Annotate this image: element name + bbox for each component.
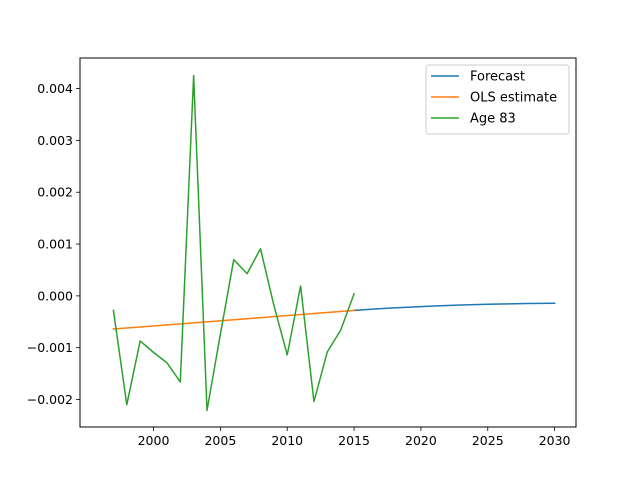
legend-box xyxy=(425,64,570,135)
x-tick-label: 2005 xyxy=(204,433,236,448)
series-line-1 xyxy=(353,302,556,312)
y-axis: −0.002 −0.001 0.000 0.001 0.002 0.003 0.004 xyxy=(27,81,80,407)
y-tick-label: 0.000 xyxy=(37,288,73,303)
y-tick-label: −0.002 xyxy=(27,392,73,407)
x-tick-label: 2020 xyxy=(405,433,437,448)
legend-label: OLS estimate xyxy=(470,91,557,106)
y-tick-label: 0.002 xyxy=(37,185,73,200)
y-tick-label: 0.001 xyxy=(37,237,73,252)
y-tick-label: −0.001 xyxy=(27,340,73,355)
series-line-3 xyxy=(112,74,356,412)
y-tick-label: 0.003 xyxy=(37,133,73,148)
y-tick-label: 0.004 xyxy=(37,81,73,96)
legend-label: Forecast xyxy=(470,70,525,85)
x-tick-label: 2010 xyxy=(271,433,303,448)
series-layer xyxy=(112,74,556,412)
x-tick-label: 2025 xyxy=(472,433,504,448)
legend-label: Age 83 xyxy=(470,112,516,127)
series-line-2 xyxy=(112,309,355,330)
x-tick-label: 2015 xyxy=(338,433,370,448)
x-tick-label: 2030 xyxy=(539,433,571,448)
legend: Forecast OLS estimate Age 83 xyxy=(425,64,570,135)
x-tick-label: 2000 xyxy=(138,433,170,448)
plot-frame xyxy=(79,57,577,428)
x-axis: 2000 2005 2010 2015 2020 2025 2030 xyxy=(138,427,571,448)
